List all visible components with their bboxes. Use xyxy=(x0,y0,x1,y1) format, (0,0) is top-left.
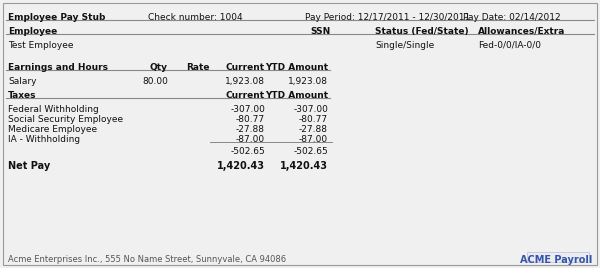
Text: -80.77: -80.77 xyxy=(236,115,265,124)
Text: Employee: Employee xyxy=(8,27,57,36)
Text: -307.00: -307.00 xyxy=(230,105,265,114)
Text: -502.65: -502.65 xyxy=(230,147,265,156)
Text: Pay Period: 12/17/2011 - 12/30/2011: Pay Period: 12/17/2011 - 12/30/2011 xyxy=(305,13,470,22)
Text: YTD Amount: YTD Amount xyxy=(265,63,328,72)
Text: Qty: Qty xyxy=(150,63,168,72)
Text: 1,923.08: 1,923.08 xyxy=(288,77,328,86)
Text: Test Employee: Test Employee xyxy=(8,41,74,50)
Text: IA - Withholding: IA - Withholding xyxy=(8,135,80,144)
Text: 1,923.08: 1,923.08 xyxy=(225,77,265,86)
Text: -80.77: -80.77 xyxy=(299,115,328,124)
Text: 80.00: 80.00 xyxy=(142,77,168,86)
Text: Current: Current xyxy=(226,91,265,100)
Text: Social Security Employee: Social Security Employee xyxy=(8,115,123,124)
Text: -502.65: -502.65 xyxy=(293,147,328,156)
Text: -307.00: -307.00 xyxy=(293,105,328,114)
Text: -87.00: -87.00 xyxy=(299,135,328,144)
Text: -27.88: -27.88 xyxy=(299,125,328,134)
Text: Taxes: Taxes xyxy=(8,91,37,100)
Text: Earnings and Hours: Earnings and Hours xyxy=(8,63,108,72)
Text: YTD Amount: YTD Amount xyxy=(265,91,328,100)
Text: Employee Pay Stub: Employee Pay Stub xyxy=(8,13,106,22)
Text: Status (Fed/State): Status (Fed/State) xyxy=(375,27,469,36)
Text: Allowances/Extra: Allowances/Extra xyxy=(478,27,565,36)
Text: Current: Current xyxy=(226,63,265,72)
Text: -27.88: -27.88 xyxy=(236,125,265,134)
Text: Single/Single: Single/Single xyxy=(375,41,434,50)
Text: Check number: 1004: Check number: 1004 xyxy=(148,13,242,22)
Text: 1,420.43: 1,420.43 xyxy=(280,161,328,171)
Text: -87.00: -87.00 xyxy=(236,135,265,144)
Text: Net Pay: Net Pay xyxy=(8,161,50,171)
Text: ACME Payroll: ACME Payroll xyxy=(520,255,592,265)
Text: Pay Date: 02/14/2012: Pay Date: 02/14/2012 xyxy=(463,13,560,22)
Text: Acme Enterprises Inc., 555 No Name Street, Sunnyvale, CA 94086: Acme Enterprises Inc., 555 No Name Stree… xyxy=(8,255,286,264)
Text: Medicare Employee: Medicare Employee xyxy=(8,125,97,134)
Text: Rate: Rate xyxy=(187,63,210,72)
FancyBboxPatch shape xyxy=(3,3,597,265)
Text: Salary: Salary xyxy=(8,77,37,86)
Text: Federal Withholding: Federal Withholding xyxy=(8,105,99,114)
Text: 1,420.43: 1,420.43 xyxy=(217,161,265,171)
Text: Fed-0/0/IA-0/0: Fed-0/0/IA-0/0 xyxy=(478,41,541,50)
FancyBboxPatch shape xyxy=(527,252,589,262)
Text: SSN: SSN xyxy=(310,27,330,36)
